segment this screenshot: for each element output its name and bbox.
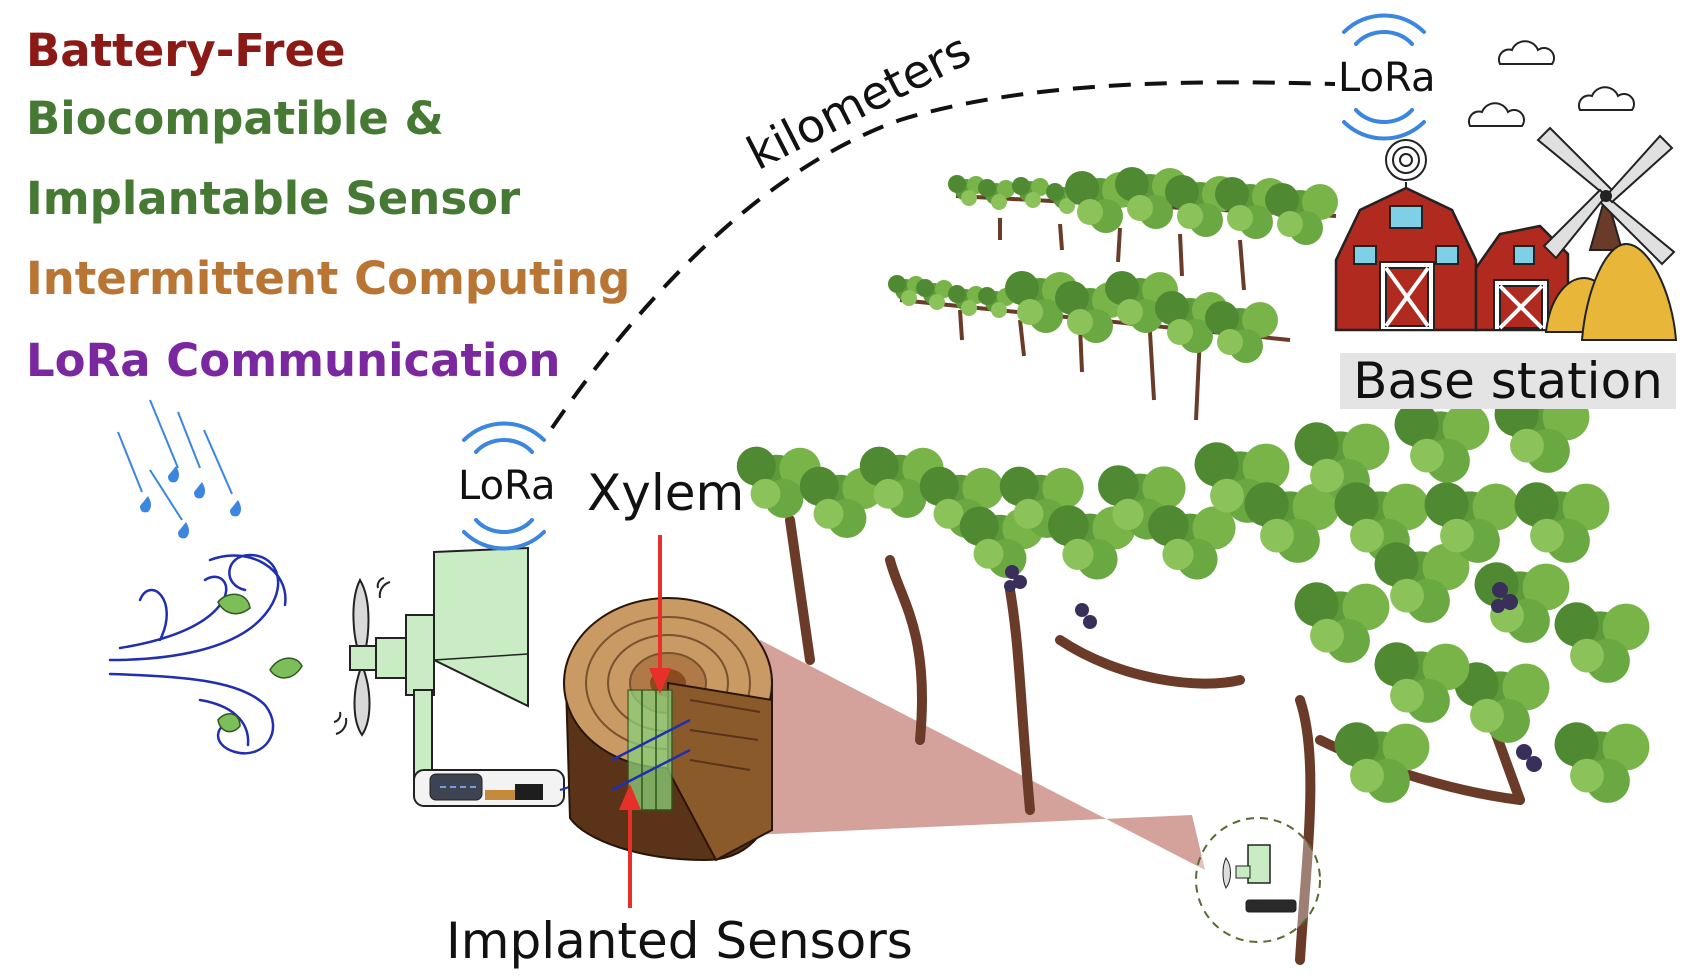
lora-sensor-label: LoRa (458, 463, 556, 509)
lora-base-label: LoRa (1338, 55, 1436, 101)
lora-link-line (550, 80, 1336, 430)
xylem-label: Xylem (587, 464, 745, 522)
feature-implantable-sensor: Implantable Sensor (26, 172, 521, 225)
zoom-cone (752, 640, 1205, 870)
wind-icon (108, 553, 287, 755)
windmill-icon (1536, 126, 1676, 266)
implanted-sensors-arrow (619, 784, 641, 908)
wifi-signal-icon (462, 13, 1426, 551)
feature-lora-communication: LoRa Communication (26, 334, 561, 387)
wind-turbine-icon (333, 546, 529, 781)
sensor-board-icon (413, 764, 611, 807)
feature-battery-free: Battery-Free (26, 24, 346, 77)
base-station-label: Base station (1340, 353, 1676, 409)
wind-leaves (217, 593, 303, 733)
feature-intermittent-computing: Intermittent Computing (26, 252, 631, 305)
wood-cross-section-icon (563, 597, 773, 862)
barn-icon (1334, 186, 1570, 332)
xylem-arrow (649, 535, 671, 694)
grapevine-icon (736, 167, 1650, 965)
implanted-sensors-label: Implanted Sensors (446, 912, 913, 970)
cloud-icon (1467, 40, 1635, 127)
trunk-sensor-icon (1195, 817, 1321, 943)
feature-biocompatible: Biocompatible & (26, 92, 444, 145)
rain-icon (117, 399, 241, 539)
hay-icon (1544, 242, 1678, 341)
